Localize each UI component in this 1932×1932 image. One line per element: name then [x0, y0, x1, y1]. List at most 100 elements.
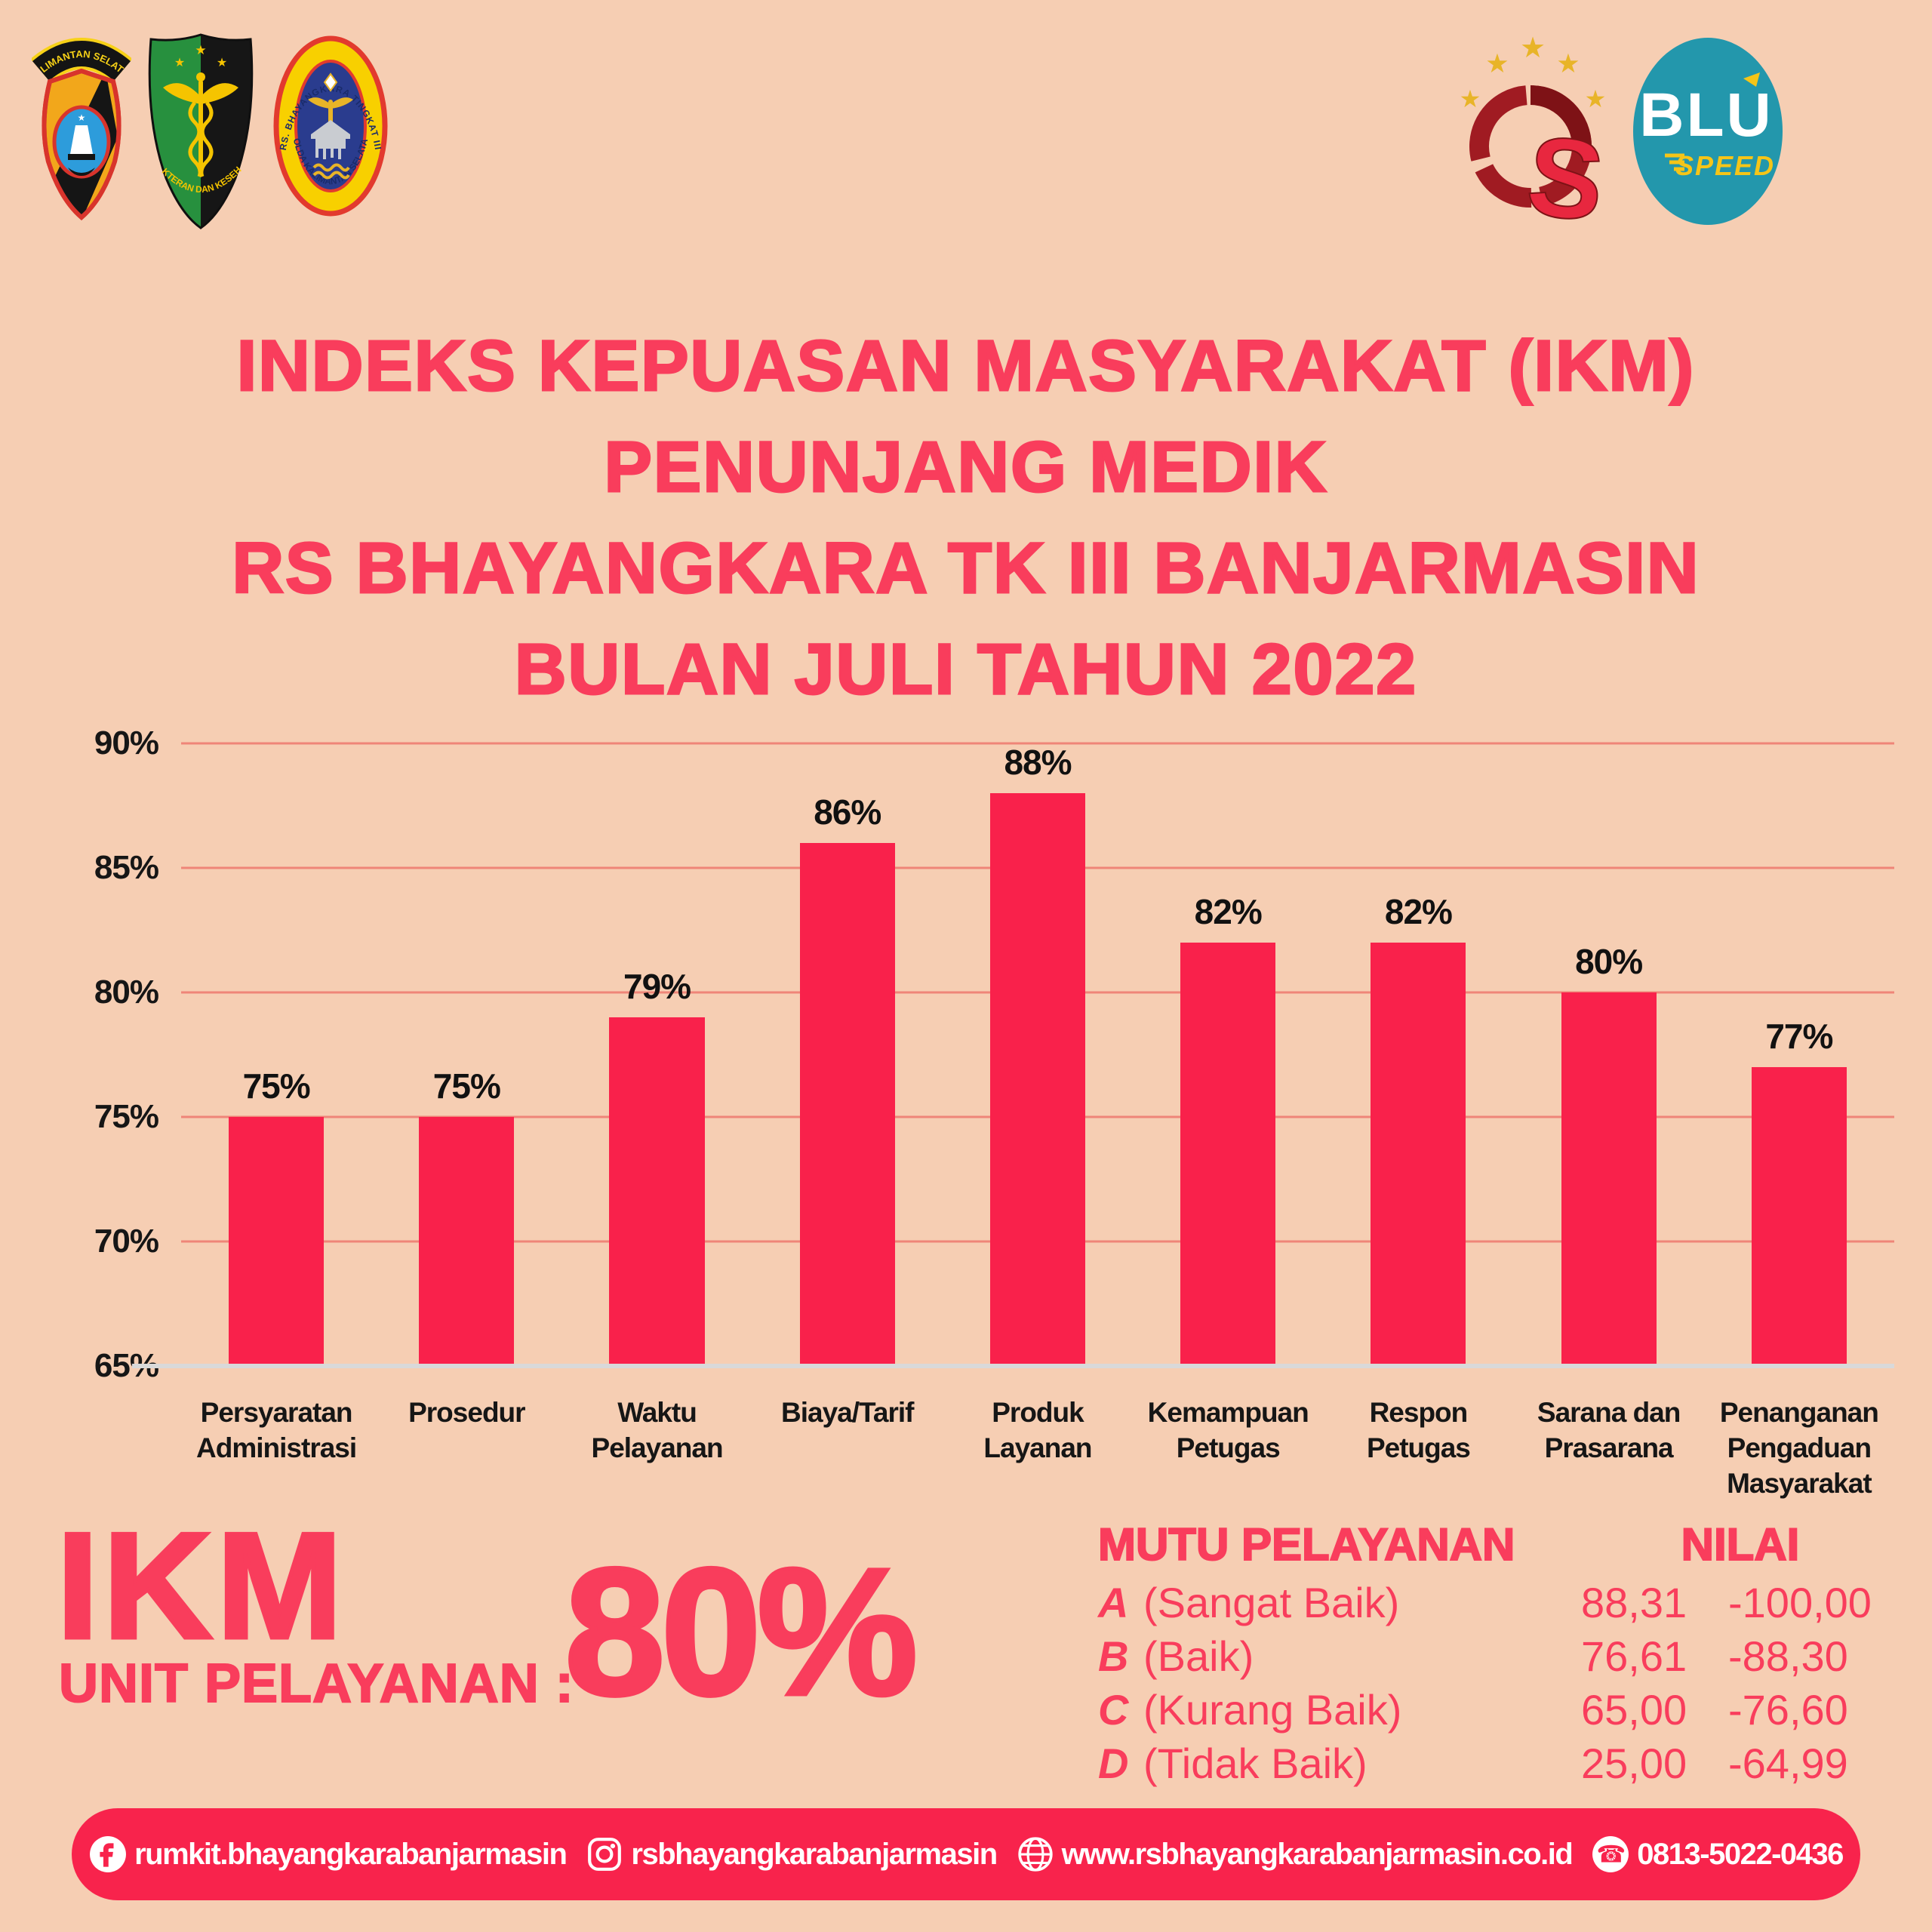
- title-line-3: RS BHAYANGKARA TK III BANJARMASIN: [231, 528, 1700, 610]
- facebook-icon: [89, 1835, 127, 1873]
- bar: [1371, 943, 1466, 1366]
- bar-slot: 80%: [1514, 743, 1704, 1366]
- bar-value-label: 88%: [1004, 743, 1072, 782]
- boat-icon: [68, 168, 95, 176]
- grade-letter: C: [1098, 1686, 1129, 1734]
- bar: [419, 1117, 515, 1366]
- bar-value-label: 80%: [1575, 942, 1643, 981]
- range-max: -100,00: [1728, 1579, 1872, 1626]
- star-icon: ★: [195, 43, 206, 58]
- bar-chart-plot: 75% 75% 79% 86% 88% 82% 82% 80% 77%: [181, 742, 1894, 1367]
- bar-slot: 75%: [371, 743, 561, 1366]
- range-max: -88,30: [1728, 1632, 1848, 1680]
- kedokteran-kesehatan-badge: ★ ★ ★ KEDOKTERAN DAN KESEHATAN: [145, 30, 254, 229]
- ikm-heading: IKM: [55, 1502, 347, 1670]
- bar-value-label: 79%: [623, 967, 691, 1006]
- diamond-icon: [323, 72, 338, 92]
- house-icon: [311, 120, 350, 139]
- footer-contact-text: rsbhayangkarabanjarmasin: [631, 1837, 998, 1871]
- range-min: 65,00: [1581, 1686, 1687, 1734]
- bar-value-label: 86%: [814, 792, 881, 832]
- blu-speed-logo: BLU SPEED: [1633, 38, 1783, 225]
- bar-value-label: 82%: [1194, 892, 1263, 931]
- x-axis-labels: Persyaratan Administrasi Prosedur Waktu Pe…: [181, 1395, 1894, 1501]
- range-min: 25,00: [1581, 1740, 1687, 1787]
- range-min: 88,31: [1581, 1579, 1687, 1626]
- grade-letter: B: [1098, 1632, 1129, 1680]
- footer-contact-item: rumkit.bhayangkarabanjarmasin: [89, 1835, 568, 1873]
- quality-col-header: MUTU PELAYANAN: [1097, 1519, 1515, 1571]
- waves-icon: [312, 163, 350, 172]
- footer-contact-item: www.rsbhayangkarabanjarmasin.co.id: [1017, 1835, 1574, 1873]
- range-cell: 65,00 -76,60: [1581, 1683, 1900, 1737]
- y-tick-label: 85%: [94, 849, 159, 886]
- grade-label: (Baik): [1143, 1632, 1254, 1680]
- instagram-icon: [586, 1835, 623, 1873]
- bar-value-label: 75%: [432, 1066, 501, 1106]
- police-shield: ★: [42, 68, 122, 220]
- y-tick-label: 80%: [94, 974, 159, 1011]
- rs-bhayangkara-badge: RS. BHAYANGKARA TINGKAT III POLDA KALIMA…: [273, 35, 388, 217]
- bar-slot: 79%: [561, 743, 752, 1366]
- quality-table-row: D (Tidak Baik) 25,00 -64,99: [1098, 1737, 1900, 1790]
- bar-value-label: 75%: [242, 1066, 311, 1106]
- footer-bar: rumkit.bhayangkarabanjarmasin rsbhayangka…: [72, 1808, 1860, 1900]
- range-cell: 88,31 -100,00: [1581, 1576, 1900, 1629]
- bar: [1180, 943, 1276, 1366]
- range-max: -64,99: [1728, 1740, 1848, 1787]
- y-tick-label: 90%: [94, 724, 159, 761]
- bar: [229, 1117, 325, 1366]
- x-axis-category-label: Kemampuan Petugas: [1147, 1397, 1309, 1463]
- grade-cell: C (Kurang Baik): [1098, 1683, 1581, 1737]
- bar: [1751, 1067, 1847, 1366]
- x-axis-category-label: Produk Layanan: [983, 1397, 1092, 1463]
- grade-cell: A (Sangat Baik): [1098, 1576, 1581, 1629]
- title-line-2: PENUNJANG MEDIK: [603, 426, 1328, 509]
- range-cell: 76,61 -88,30: [1581, 1629, 1900, 1683]
- bar-slot: 88%: [943, 743, 1133, 1366]
- footer-contact-text: www.rsbhayangkarabanjarmasin.co.id: [1061, 1837, 1574, 1871]
- range-max: -76,60: [1728, 1686, 1848, 1734]
- q-ring-icon: [1469, 85, 1592, 208]
- grade-cell: D (Tidak Baik): [1098, 1737, 1581, 1790]
- gridline: [181, 742, 1894, 745]
- bar-slot: 86%: [752, 743, 943, 1366]
- polda-kalsel-badge: KALIMANTAN SELATAN ★: [32, 27, 131, 220]
- quality-table-row: C (Kurang Baik) 65,00 -76,60: [1098, 1683, 1900, 1737]
- grade-letter: D: [1098, 1740, 1129, 1787]
- x-axis-category-label: Respon Petugas: [1366, 1397, 1471, 1463]
- range-cell: 25,00 -64,99: [1581, 1737, 1900, 1790]
- grade-label: (Tidak Baik): [1143, 1740, 1367, 1787]
- caduceus-icon: ★ ★ ★: [163, 43, 238, 177]
- star-icon: ★: [174, 55, 185, 69]
- quality-table: MUTU PELAYANAN NILAI A (Sangat Baik) 88,31…: [1097, 1519, 1900, 1790]
- ikm-subheading: UNIT PELAYANAN :: [58, 1653, 574, 1715]
- bar-value-label: 77%: [1765, 1017, 1833, 1056]
- bar-slot: 75%: [181, 743, 371, 1366]
- x-axis-category-label: Sarana dan Prasarana: [1537, 1397, 1681, 1463]
- svg-text:☎: ☎: [1597, 1841, 1625, 1868]
- grade-label: (Sangat Baik): [1143, 1579, 1400, 1626]
- star-icon: ★: [1556, 49, 1580, 79]
- quality-table-header: MUTU PELAYANAN NILAI: [1097, 1519, 1900, 1571]
- y-tick-label: 70%: [94, 1223, 159, 1260]
- bar-value-label: 82%: [1384, 892, 1453, 931]
- bars-row: 75% 75% 79% 86% 88% 82% 82% 80% 77%: [181, 743, 1894, 1366]
- x-axis-category-label: Prosedur: [408, 1397, 525, 1428]
- title-line-1: INDEKS KEPUASAN MASYARAKAT (IKM): [235, 325, 1696, 408]
- s-hook-mark: S: [1521, 111, 1610, 229]
- bar-slot: 82%: [1133, 743, 1323, 1366]
- q-stars-logo: ★ ★ ★ ★ ★ S: [1460, 31, 1611, 229]
- phone-icon: ☎: [1592, 1835, 1629, 1873]
- speed-text: SPEED: [1675, 150, 1775, 181]
- banner-ribbon: KALIMANTAN SELATAN: [32, 27, 131, 84]
- grade-label: (Kurang Baik): [1143, 1686, 1402, 1734]
- bar-slot: 77%: [1704, 743, 1894, 1366]
- bar: [1561, 992, 1657, 1366]
- y-tick-label: 75%: [94, 1098, 159, 1135]
- footer-contact-text: 0813-5022-0436: [1637, 1837, 1844, 1871]
- blu-text: BLU: [1639, 81, 1774, 149]
- bar-slot: 82%: [1323, 743, 1513, 1366]
- star-icon: ★: [1460, 85, 1481, 113]
